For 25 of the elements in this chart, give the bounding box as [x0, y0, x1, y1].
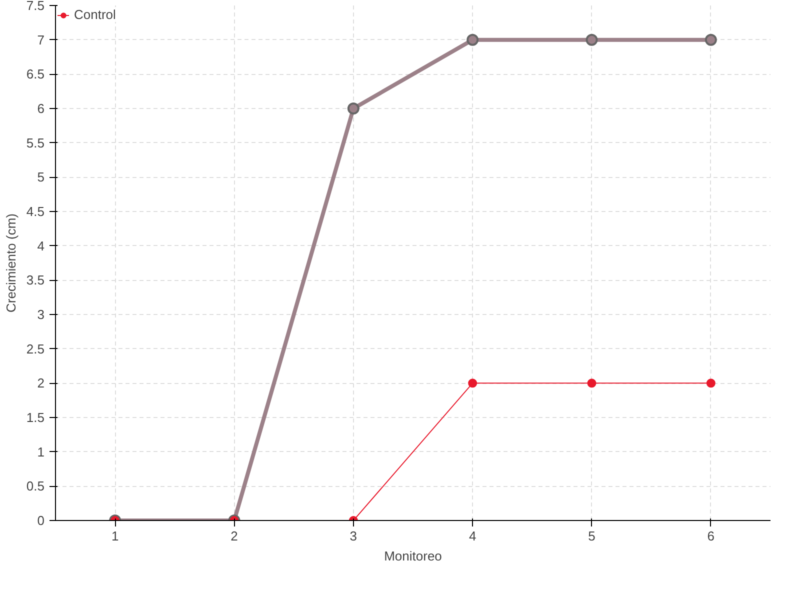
- y-tick-label: 5: [37, 170, 45, 185]
- y-tick-label: 2: [37, 376, 45, 391]
- y-tick-label: 1.5: [26, 410, 45, 425]
- x-tick-label: 1: [111, 528, 119, 544]
- y-tick-label: 3.5: [26, 272, 45, 288]
- y-tick-label: 7: [37, 32, 45, 48]
- x-tick-label: 2: [230, 528, 238, 544]
- x-tick-label: 6: [707, 528, 715, 544]
- legend-label: Control: [74, 7, 116, 22]
- y-tick-label: 5.5: [26, 135, 45, 150]
- x-tick-label: 4: [468, 528, 476, 544]
- y-tick-label: 4: [37, 238, 45, 254]
- x-tick-label: 5: [588, 528, 596, 544]
- x-axis-title: Monitoreo: [384, 548, 442, 564]
- y-axis-title: Crecimiento (cm): [3, 214, 18, 312]
- x-tick-label: 3: [350, 528, 358, 544]
- y-tick-label: 6: [37, 101, 45, 116]
- y-tick-label: 6.5: [26, 66, 45, 82]
- y-tick-label: 4.5: [26, 204, 45, 219]
- y-tick-label: 7.5: [26, 0, 45, 13]
- y-tick-label: 1: [37, 444, 45, 460]
- y-tick-label: 0: [37, 513, 45, 528]
- y-tick-label: 2.5: [26, 341, 45, 356]
- y-tick-label: 3: [37, 307, 45, 322]
- y-tick-label: 0.5: [26, 478, 45, 494]
